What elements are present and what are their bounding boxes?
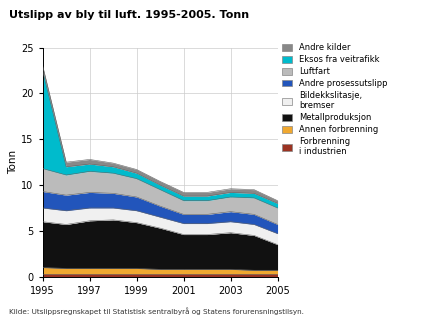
Text: Utslipp av bly til luft. 1995-2005. Tonn: Utslipp av bly til luft. 1995-2005. Tonn: [9, 10, 248, 19]
Legend: Andre kilder, Eksos fra veitrafikk, Luftfart, Andre prosessutslipp, Bildekkslita: Andre kilder, Eksos fra veitrafikk, Luft…: [282, 43, 386, 156]
Y-axis label: Tonn: Tonn: [9, 150, 18, 174]
Text: Kilde: Utslippsregnskapet til Statistisk sentralbyrå og Statens forurensningstil: Kilde: Utslippsregnskapet til Statistisk…: [9, 307, 303, 315]
